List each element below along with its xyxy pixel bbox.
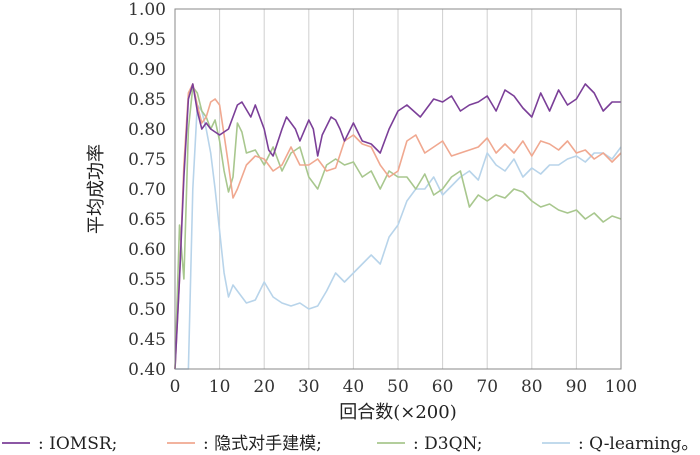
y-tick-label: 1.00 — [128, 0, 166, 20]
series-line-1 — [174, 83, 621, 370]
y-tick-label: 0.40 — [128, 360, 166, 380]
legend-label: : Q-learning。 — [578, 434, 698, 454]
series-line-4 — [175, 104, 622, 370]
x-tick-label: 30 — [298, 377, 320, 397]
x-tick-label: 50 — [387, 377, 409, 397]
x-tick-label: 0 — [170, 377, 181, 397]
x-tick-label: 80 — [521, 377, 543, 397]
legend-label: : IOMSR; — [38, 434, 117, 454]
y-axis-title: 平均成功率 — [86, 144, 107, 234]
y-tick-label: 0.45 — [128, 330, 166, 350]
x-tick-label: 10 — [209, 377, 231, 397]
x-tick-labels: 0 10 20 30 40 50 60 70 80 90 100 — [170, 377, 638, 397]
x-tick-label: 40 — [343, 377, 365, 397]
y-tick-label: 0.95 — [128, 30, 166, 50]
y-tick-label: 0.50 — [128, 300, 166, 320]
y-tick-labels: 0.40 0.45 0.50 0.55 0.60 0.65 0.70 0.75 0.80 0.85… — [128, 0, 166, 380]
x-tick-label: 100 — [605, 377, 637, 397]
legend: : IOMSR; : 隐式对手建模; : D3QN; : Q-learning。 — [2, 434, 698, 454]
y-tick-label: 0.65 — [128, 210, 166, 230]
series-line-2 — [174, 83, 622, 370]
x-axis-title: 回合数(×200) — [339, 402, 456, 423]
legend-label: : D3QN; — [413, 434, 483, 454]
y-tick-label: 0.60 — [128, 240, 166, 260]
series-lines — [174, 83, 622, 370]
x-tick-label: 70 — [476, 377, 498, 397]
grid — [174, 9, 622, 369]
y-tick-label: 0.75 — [128, 150, 166, 170]
y-tick-label: 0.55 — [128, 270, 166, 290]
plot-frame — [174, 8, 622, 370]
x-tick-label: 20 — [253, 377, 275, 397]
y-tick-label: 0.80 — [128, 120, 166, 140]
y-tick-label: 0.90 — [128, 60, 166, 80]
y-tick-label: 0.70 — [128, 180, 166, 200]
legend-label: : 隐式对手建模; — [203, 434, 322, 454]
y-tick-label: 0.85 — [128, 90, 166, 110]
x-tick-label: 90 — [566, 377, 588, 397]
x-tick-label: 60 — [432, 377, 454, 397]
